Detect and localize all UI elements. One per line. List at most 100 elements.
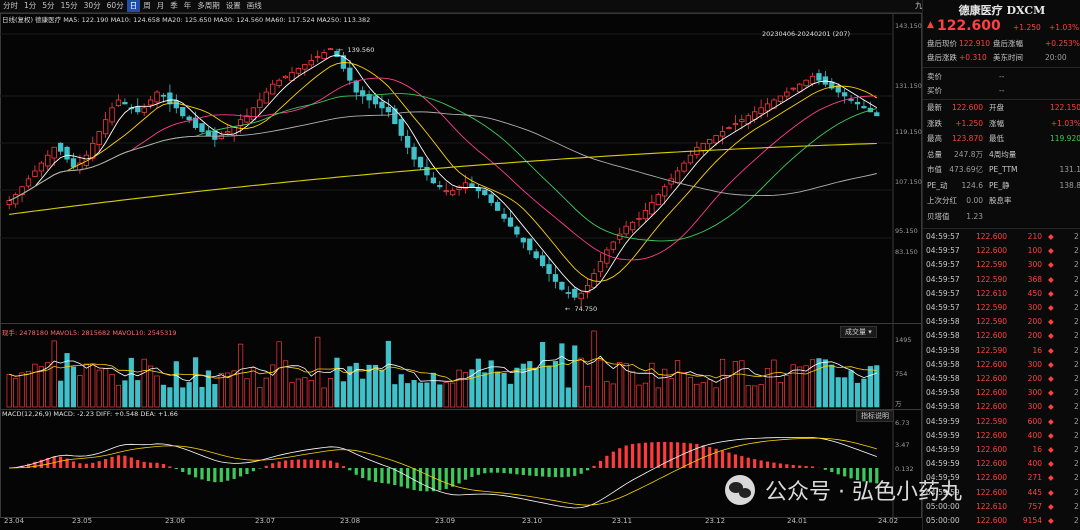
- stock-title: 德康医疗 DXCM: [958, 4, 1046, 17]
- candle-body: [167, 92, 173, 105]
- trade-row: 05:00:00 122.610 757 ◆ 2: [926, 501, 1079, 511]
- candle-body: [115, 99, 122, 107]
- volume-bar: [687, 376, 694, 408]
- trade-row: 04:59:58 122.600 200 ◆ 2: [926, 331, 1079, 341]
- candle-body: [160, 94, 167, 97]
- volume-bar: [874, 365, 880, 408]
- candle-body: [424, 166, 430, 176]
- period-tab[interactable]: 季: [170, 1, 178, 10]
- period-tab[interactable]: 30分: [83, 1, 101, 10]
- ma250-line: [9, 142, 877, 215]
- candle-body: [572, 288, 578, 298]
- volume-bar: [103, 368, 109, 408]
- period-tab[interactable]: 60分: [106, 1, 124, 10]
- period-tab[interactable]: 周: [143, 1, 151, 10]
- volume-bar: [707, 379, 713, 408]
- candle-body: [726, 127, 732, 129]
- volume-indicator-select[interactable]: 成交量 ▾: [840, 326, 877, 338]
- date-tick-label: 23.09: [435, 517, 456, 525]
- volume-bar: [636, 384, 642, 408]
- volume-bar: [565, 387, 571, 408]
- period-tab[interactable]: 日: [126, 0, 141, 12]
- candle-body: [527, 238, 533, 251]
- volume-bar: [809, 359, 816, 408]
- volume-bar: [629, 371, 636, 408]
- period-tab[interactable]: 画线: [246, 1, 262, 10]
- candle-body: [784, 91, 790, 97]
- up-arrow-icon: ◆: [1048, 274, 1054, 284]
- volume-bar: [732, 361, 739, 408]
- volume-tick-label: 754: [895, 370, 908, 378]
- period-tab[interactable]: 分时: [3, 1, 18, 10]
- period-tab[interactable]: 1分: [24, 1, 37, 10]
- candle-body: [212, 130, 218, 140]
- volume-bar: [231, 370, 237, 408]
- period-tab[interactable]: 年: [183, 1, 192, 10]
- volume-legend: 现手: 2478180 MAVOL5: 2815682 MAVOL10: 254…: [2, 329, 177, 337]
- period-tab[interactable]: 15分: [60, 1, 78, 10]
- candle-body: [649, 202, 655, 215]
- up-arrow-icon: ◆: [1048, 416, 1054, 426]
- date-tick-label: 23.12: [705, 517, 726, 525]
- price-tick-label: 95.150: [895, 227, 918, 235]
- date-tick-label: 23.11: [612, 517, 633, 525]
- volume-bar: [205, 370, 212, 408]
- volume-bar: [514, 367, 520, 408]
- candle-body: [45, 154, 51, 167]
- volume-bar: [867, 366, 873, 408]
- candle-body: [64, 146, 70, 160]
- kline-chart[interactable]: [0, 13, 922, 530]
- candle-body: [546, 264, 552, 274]
- trade-row: 04:59:57 122.600 100 ◆ 2: [926, 246, 1079, 256]
- volume-bar: [141, 358, 147, 408]
- up-arrow-icon: ◆: [1048, 501, 1054, 511]
- stat-row: PE_动 124.6 PE_静 138.8: [927, 180, 1080, 190]
- candle-body: [597, 261, 604, 273]
- period-tab[interactable]: 多周期: [197, 1, 220, 10]
- up-arrow-icon: ◆: [1048, 388, 1054, 398]
- up-arrow-icon: ◆: [1048, 402, 1054, 412]
- ma60-line: [9, 111, 877, 202]
- candle-body: [199, 123, 205, 132]
- volume-bar: [495, 371, 501, 408]
- afterhours-row: 盘后涨跌 +0.310 美东时间 20:00: [927, 53, 1067, 62]
- candle-body: [816, 73, 822, 81]
- trade-row: 04:59:59 122.600 445 ◆ 2: [926, 487, 1079, 497]
- date-tick-label: 23.06: [165, 517, 186, 525]
- candle-body: [218, 135, 224, 140]
- volume-bar: [77, 375, 83, 408]
- date-tick-label: 23.10: [522, 517, 543, 525]
- volume-bar: [443, 382, 449, 408]
- volume-bar: [848, 370, 854, 408]
- candle-body: [398, 119, 404, 136]
- date-range-label: 20230406-20240201 (207): [762, 30, 851, 38]
- candle-body: [681, 162, 687, 172]
- candle-body: [565, 292, 571, 294]
- candle-body: [636, 217, 642, 220]
- volume-bar: [379, 369, 385, 408]
- period-tab[interactable]: 设置: [225, 1, 241, 10]
- up-arrow-icon: ◆: [1048, 260, 1054, 270]
- volume-bar: [700, 382, 706, 408]
- candle-body: [700, 142, 706, 152]
- trade-row: 05:00:00 122.600 9154 ◆ 2: [926, 516, 1079, 525]
- high-price-label: ← 139.560: [338, 46, 375, 54]
- volume-bar: [353, 362, 359, 408]
- period-tab[interactable]: 月: [156, 1, 165, 10]
- price-tick-label: 131.150: [895, 82, 922, 90]
- up-arrow-icon: ◆: [1048, 487, 1054, 497]
- volume-bar: [450, 382, 456, 408]
- candle-body: [244, 115, 250, 123]
- trade-row: 04:59:58 122.590 16 ◆ 2: [926, 345, 1079, 355]
- candle-body: [713, 135, 719, 144]
- volume-bar: [392, 384, 398, 408]
- candle-body: [141, 107, 147, 113]
- afterhours-row: 盘后现价 122.910 盘后涨幅 +0.253%: [927, 39, 1080, 48]
- candle-body: [610, 241, 616, 250]
- volume-bar: [520, 363, 526, 408]
- indicator-help-button[interactable]: 指标说明: [856, 410, 894, 422]
- period-tab[interactable]: 5分: [42, 1, 55, 10]
- candle-body: [192, 117, 199, 128]
- candle-body: [449, 190, 456, 196]
- volume-bar: [218, 373, 224, 408]
